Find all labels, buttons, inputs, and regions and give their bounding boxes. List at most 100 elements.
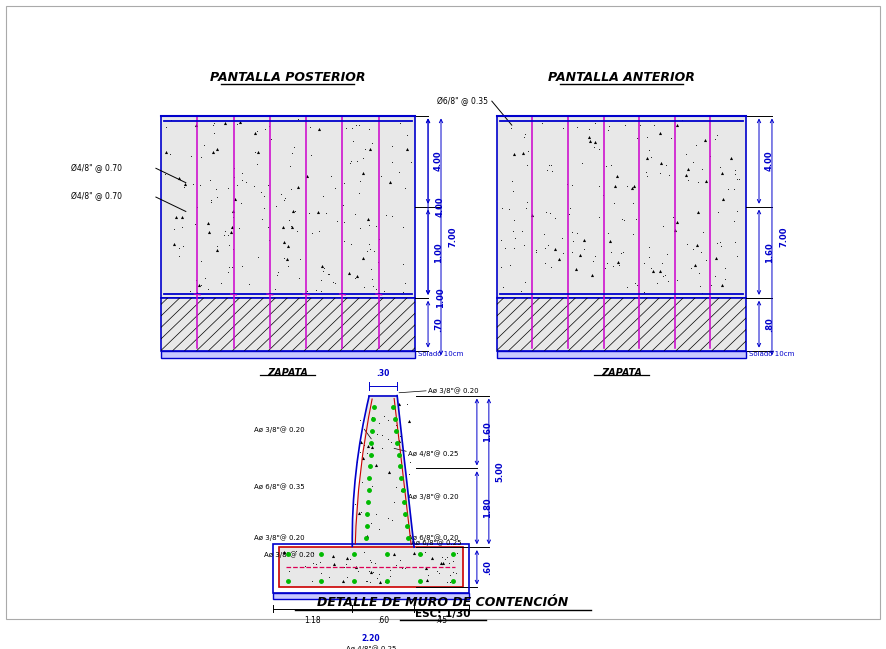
Point (448, 567, 462, 578)
Point (349, 561, 363, 572)
Point (686, 244, 700, 254)
Point (303, 121, 317, 132)
Point (352, 120, 366, 130)
Text: Aø 4/8"@ 0.25: Aø 4/8"@ 0.25 (408, 450, 458, 456)
Point (191, 280, 206, 290)
Point (506, 225, 520, 236)
Point (330, 216, 344, 227)
Point (368, 557, 382, 568)
Point (363, 244, 377, 254)
Point (698, 135, 712, 145)
Point (400, 144, 414, 154)
Point (724, 153, 738, 163)
Point (656, 258, 670, 268)
Point (348, 499, 362, 509)
Point (350, 156, 364, 166)
Point (347, 209, 361, 219)
Point (291, 273, 306, 284)
Point (315, 568, 329, 578)
Point (344, 239, 358, 249)
Point (408, 548, 422, 558)
Point (416, 549, 430, 559)
Point (172, 251, 186, 261)
Point (175, 221, 189, 232)
Point (608, 181, 622, 191)
Point (371, 569, 385, 579)
Text: .60: .60 (377, 617, 389, 625)
Point (389, 482, 403, 492)
Point (314, 286, 328, 297)
Point (372, 576, 386, 587)
Point (407, 562, 421, 572)
Point (629, 214, 643, 225)
Point (370, 428, 385, 439)
Point (167, 224, 181, 234)
Text: .45: .45 (435, 617, 447, 625)
Point (387, 496, 401, 507)
Point (653, 266, 667, 276)
Point (206, 119, 220, 130)
Point (251, 147, 265, 157)
Point (565, 247, 579, 257)
Point (367, 245, 381, 256)
Point (679, 149, 693, 159)
Point (588, 137, 602, 147)
Point (412, 562, 426, 572)
Point (637, 288, 651, 298)
Point (571, 227, 585, 238)
Point (715, 168, 729, 178)
Point (496, 282, 510, 292)
Point (440, 577, 455, 587)
Point (662, 170, 676, 180)
Point (248, 147, 262, 158)
Point (640, 132, 654, 142)
Point (289, 546, 303, 556)
Point (361, 496, 376, 506)
Text: DETALLE DE MURO DE CONTENCIÓN: DETALLE DE MURO DE CONTENCIÓN (317, 596, 569, 609)
Point (346, 123, 360, 133)
Point (564, 227, 579, 237)
Point (626, 182, 640, 193)
Point (614, 248, 628, 258)
Point (515, 226, 529, 236)
Point (206, 147, 221, 157)
Point (304, 150, 318, 160)
Point (360, 531, 374, 541)
Point (400, 562, 415, 572)
Point (525, 210, 540, 220)
Text: ZAPATA: ZAPATA (601, 368, 641, 378)
Point (656, 221, 670, 231)
Point (375, 443, 389, 454)
Bar (273, 545, 469, 593)
Point (218, 226, 232, 236)
Point (327, 559, 341, 569)
Point (360, 448, 374, 459)
Text: PANTALLA ANTERIOR: PANTALLA ANTERIOR (548, 71, 695, 84)
Point (712, 237, 727, 247)
Point (381, 434, 395, 444)
Text: Ø4/8" @ 0.70: Ø4/8" @ 0.70 (71, 164, 122, 173)
Point (343, 554, 357, 564)
Point (556, 123, 571, 134)
Point (728, 236, 742, 247)
Point (214, 278, 229, 289)
Point (336, 576, 350, 586)
Point (250, 126, 264, 136)
Point (660, 249, 674, 259)
Point (404, 157, 418, 167)
Point (365, 138, 379, 148)
Point (690, 239, 704, 250)
Point (242, 279, 256, 289)
Point (495, 202, 509, 213)
Point (342, 562, 356, 572)
Point (670, 275, 684, 285)
Point (711, 207, 726, 217)
Point (494, 235, 508, 245)
Point (340, 571, 354, 582)
Point (395, 485, 409, 496)
Point (699, 255, 713, 265)
Point (194, 256, 208, 266)
Point (710, 238, 724, 248)
Point (317, 262, 331, 273)
Text: 4.00: 4.00 (436, 197, 445, 217)
